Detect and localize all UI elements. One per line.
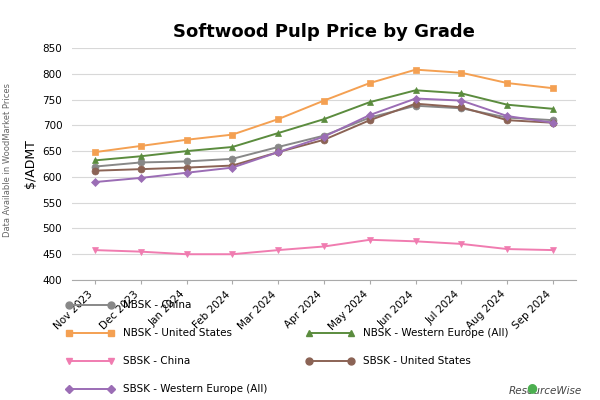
SBSK - United States [183,165,190,170]
NBSK - Western Europe (All) [91,158,98,163]
NBSK - Western Europe (All) [366,100,373,104]
Line: NBSK - China: NBSK - China [91,102,557,170]
Line: NBSK - United States: NBSK - United States [91,66,557,156]
NBSK - China [458,106,465,111]
Text: ResourceWise: ResourceWise [509,386,582,396]
Title: Softwood Pulp Price by Grade: Softwood Pulp Price by Grade [173,23,475,41]
SBSK - United States [320,137,328,142]
NBSK - United States [503,81,511,86]
SBSK - United States [412,101,419,106]
NBSK - China [550,118,557,122]
Text: SBSK - China: SBSK - China [123,356,190,366]
SBSK - China [229,252,236,257]
SBSK - United States [503,118,511,122]
SBSK - China [275,248,282,252]
SBSK - Western Europe (All) [550,120,557,125]
NBSK - United States [412,67,419,72]
SBSK - United States [137,167,145,172]
NBSK - Western Europe (All) [320,117,328,122]
NBSK - Western Europe (All) [458,91,465,96]
NBSK - China [275,144,282,149]
NBSK - China [412,103,419,108]
NBSK - United States [458,70,465,75]
NBSK - China [91,164,98,169]
NBSK - China [320,133,328,138]
NBSK - United States [229,132,236,137]
NBSK - Western Europe (All) [503,102,511,107]
SBSK - Western Europe (All) [275,150,282,154]
SBSK - China [320,244,328,249]
SBSK - Western Europe (All) [503,114,511,118]
SBSK - United States [366,118,373,122]
NBSK - Western Europe (All) [229,144,236,149]
Line: SBSK - United States: SBSK - United States [91,100,557,174]
Line: SBSK - Western Europe (All): SBSK - Western Europe (All) [92,96,556,185]
Line: SBSK - China: SBSK - China [91,236,557,258]
NBSK - China [229,156,236,161]
NBSK - Western Europe (All) [550,106,557,111]
SBSK - Western Europe (All) [412,96,419,101]
SBSK - China [137,249,145,254]
SBSK - Western Europe (All) [229,165,236,170]
SBSK - United States [91,168,98,173]
NBSK - United States [320,98,328,103]
NBSK - China [137,160,145,165]
SBSK - China [550,248,557,252]
Text: ●: ● [526,381,537,394]
Text: SBSK - Western Europe (All): SBSK - Western Europe (All) [123,384,268,394]
NBSK - Western Europe (All) [137,154,145,159]
NBSK - Western Europe (All) [183,149,190,154]
Line: NBSK - Western Europe (All): NBSK - Western Europe (All) [91,87,557,164]
SBSK - China [183,252,190,257]
Text: Data Available in WoodMarket Prices: Data Available in WoodMarket Prices [3,83,12,237]
SBSK - Western Europe (All) [91,180,98,184]
SBSK - United States [275,150,282,154]
NBSK - United States [275,117,282,122]
SBSK - Western Europe (All) [458,98,465,103]
NBSK - Western Europe (All) [275,131,282,136]
SBSK - Western Europe (All) [320,134,328,139]
SBSK - United States [229,163,236,168]
SBSK - China [412,239,419,244]
NBSK - China [366,115,373,120]
NBSK - United States [137,144,145,148]
Text: SBSK - United States: SBSK - United States [363,356,471,366]
SBSK - China [91,248,98,252]
SBSK - China [366,237,373,242]
SBSK - China [503,247,511,252]
SBSK - Western Europe (All) [137,176,145,180]
NBSK - United States [183,137,190,142]
SBSK - China [458,242,465,246]
SBSK - United States [550,120,557,125]
Text: NBSK - Western Europe (All): NBSK - Western Europe (All) [363,328,509,338]
Text: NBSK - China: NBSK - China [123,300,191,310]
NBSK - United States [550,86,557,91]
SBSK - Western Europe (All) [366,113,373,118]
SBSK - Western Europe (All) [183,170,190,175]
SBSK - United States [458,105,465,110]
Text: NBSK - United States: NBSK - United States [123,328,232,338]
NBSK - China [183,159,190,164]
NBSK - United States [366,81,373,86]
NBSK - China [503,115,511,120]
NBSK - United States [91,150,98,154]
NBSK - Western Europe (All) [412,88,419,93]
Y-axis label: $/ADMT: $/ADMT [24,140,37,188]
